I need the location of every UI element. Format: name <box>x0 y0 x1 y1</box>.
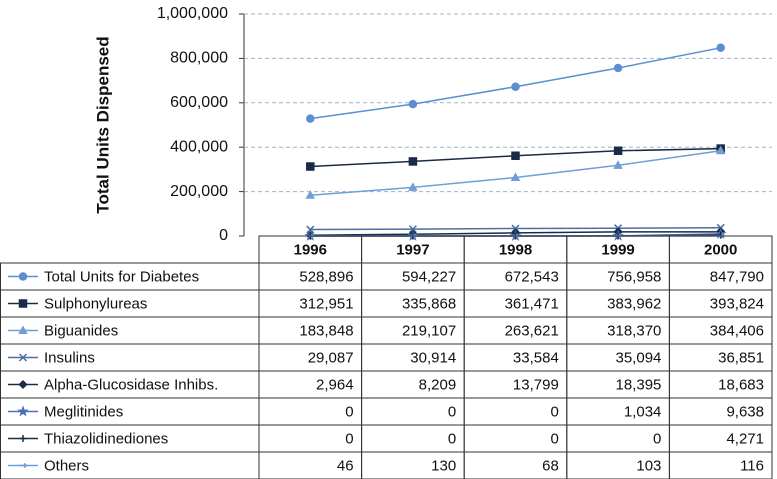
data-label: 318,370 <box>607 322 661 339</box>
y-axis-label: Total Units Dispensed <box>93 36 112 213</box>
point <box>305 190 316 199</box>
x-tick-label: 1996 <box>294 241 327 258</box>
legend-marker <box>19 435 27 442</box>
legend-marker <box>17 405 29 417</box>
legend-marker <box>18 379 28 390</box>
legend-label: Thiazolidinediones <box>44 430 168 447</box>
y-tick-label: 1,000,000 <box>157 5 228 22</box>
legend-label: Sulphonylureas <box>44 295 147 312</box>
legend-marker <box>18 299 28 308</box>
data-label: 4,271 <box>726 430 764 447</box>
point <box>306 162 315 171</box>
legend-cell <box>0 397 260 426</box>
point <box>613 146 623 156</box>
legend-label: Others <box>44 457 89 474</box>
x-tick-label: 1997 <box>396 241 429 258</box>
data-label: 847,790 <box>710 268 764 285</box>
legend-label: Total Units for Diabetes <box>44 268 199 285</box>
data-label: 0 <box>448 430 456 447</box>
legend-marker <box>18 272 28 281</box>
data-label: 393,824 <box>710 295 764 312</box>
data-label: 18,683 <box>718 376 764 393</box>
point <box>510 172 521 182</box>
data-label: 594,227 <box>402 268 456 285</box>
point <box>408 182 418 191</box>
data-label: 0 <box>550 403 558 420</box>
y-tick-label: 800,000 <box>170 50 228 67</box>
point <box>408 225 417 234</box>
legend-label: Biguanides <box>44 322 118 339</box>
data-label: 1,034 <box>624 403 662 420</box>
data-label: 219,107 <box>402 322 456 339</box>
point <box>408 157 418 166</box>
y-tick-label: 200,000 <box>170 183 228 200</box>
legend-cell <box>0 316 260 345</box>
data-label: 116 <box>740 457 764 474</box>
point <box>306 225 315 234</box>
legend-label: Alpha-Glucosidase Inhibs. <box>44 376 218 393</box>
legend-marker <box>18 325 28 335</box>
data-label: 312,951 <box>299 295 353 312</box>
data-label: 33,584 <box>513 349 559 366</box>
legend-marker <box>18 353 28 362</box>
data-label: 361,471 <box>505 295 559 312</box>
data-label: 672,543 <box>505 268 559 285</box>
data-label: 46 <box>337 457 354 474</box>
data-label: 0 <box>448 403 456 420</box>
data-label: 0 <box>550 430 558 447</box>
data-label: 528,896 <box>299 268 353 285</box>
data-label: 2,964 <box>316 376 354 393</box>
point <box>306 114 315 123</box>
point <box>715 145 726 155</box>
y-tick-label: 400,000 <box>170 138 228 155</box>
point <box>408 99 418 109</box>
data-cell <box>668 451 773 479</box>
y-tick-label: 0 <box>219 227 228 244</box>
x-tick-label: 1999 <box>601 241 634 258</box>
data-label: 8,209 <box>419 376 457 393</box>
data-label: 384,406 <box>710 322 764 339</box>
data-label: 0 <box>653 430 661 447</box>
data-label: 68 <box>542 457 559 474</box>
legend-label: Insulins <box>44 349 95 366</box>
data-label: 13,799 <box>513 376 559 393</box>
point <box>511 151 520 161</box>
data-label: 35,094 <box>616 349 662 366</box>
data-label: 9,638 <box>726 403 764 420</box>
point <box>613 63 623 73</box>
data-label: 263,621 <box>505 322 559 339</box>
x-tick-label: 1998 <box>499 241 532 258</box>
data-label: 18,395 <box>616 376 662 393</box>
legend-marker <box>19 462 28 469</box>
data-label: 130 <box>431 457 456 474</box>
x-tick-label: 2000 <box>704 241 737 258</box>
data-label: 383,962 <box>607 295 661 312</box>
data-label: 103 <box>636 457 661 474</box>
data-label: 30,914 <box>410 349 456 366</box>
point <box>511 82 520 91</box>
data-label: 335,868 <box>402 295 456 312</box>
data-label: 0 <box>345 430 353 447</box>
y-tick-label: 600,000 <box>170 94 228 111</box>
point <box>716 43 725 53</box>
legend-cell <box>0 343 260 372</box>
data-label: 756,958 <box>607 268 661 285</box>
legend-label: Meglitinides <box>44 403 123 420</box>
legend-cell <box>0 451 260 479</box>
data-label: 183,848 <box>299 322 353 339</box>
data-label: 36,851 <box>718 349 764 366</box>
data-label: 29,087 <box>308 349 354 366</box>
data-label: 0 <box>345 403 353 420</box>
point <box>613 160 623 169</box>
